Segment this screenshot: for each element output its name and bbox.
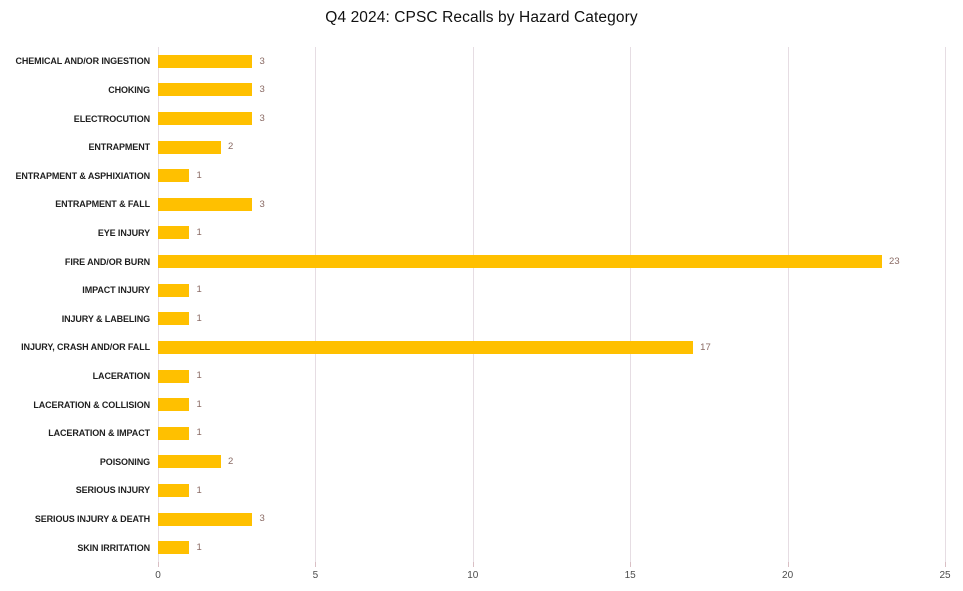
category-label: SKIN IRRITATION [77,542,150,553]
gridline [158,47,159,562]
tick-mark [787,562,789,567]
value-label: 3 [259,112,265,124]
value-label: 1 [196,484,202,496]
bar [158,426,190,440]
category-label: LACERATION & IMPACT [48,428,150,439]
bar [158,83,253,97]
category-label: CHEMICAL AND/OR INGESTION [15,56,150,67]
plot-area [158,47,946,562]
axis-tick-label: 5 [312,570,319,581]
value-label: 2 [227,141,234,153]
chart-row: 2 [158,133,945,162]
gridline [472,47,474,562]
bar [158,255,883,269]
chart-row: 3 [158,505,945,534]
bar [158,312,190,326]
value-label: 23 [889,255,900,267]
category-label: CHOKING [108,84,150,95]
bar [158,169,190,183]
chart-row: 3 [158,104,945,133]
chart-row: 17 [158,333,945,362]
bar [158,283,190,297]
axis-tick-label: 25 [939,570,951,581]
category-label: SERIOUS INJURY & DEATH [34,514,150,525]
bar-rows: 3 3 3 2 1 3 1 23 1 1 17 1 1 1 2 1 3 1 [158,47,945,562]
gridline [315,47,317,562]
value-label: 1 [196,227,202,239]
category-label: LACERATION & COLLISION [33,399,150,410]
value-label: 3 [259,84,265,96]
gridline [945,47,946,562]
chart-row: 3 [158,190,945,219]
tick-mark [945,562,946,567]
category-label: SERIOUS INJURY [75,485,150,496]
value-label: 3 [259,513,265,525]
bar [158,140,221,154]
bar [158,197,253,211]
category-label: ENTRAPMENT & ASPHIXIATION [15,170,150,181]
bar [158,112,253,126]
chart-row: 3 [158,76,945,105]
bar [158,226,190,240]
bar [158,483,190,497]
chart-row: 2 [158,448,945,477]
chart-row: 1 [158,419,945,448]
tick-mark [158,562,159,567]
category-axis-labels: CHEMICAL AND/OR INGESTION CHOKING ELECTROC… [0,47,150,562]
category-label: ELECTROCUTION [73,113,150,124]
category-label: ENTRAPMENT [88,142,151,153]
gridline [787,47,789,562]
value-label: 1 [196,370,202,382]
category-label: EYE INJURY [97,227,150,238]
chart-row: 1 [158,161,945,190]
value-label: 1 [196,313,202,325]
axis-tick-label: 0 [155,570,161,581]
category-label: INJURY, CRASH AND/OR FALL [21,342,150,353]
chart-title: Q4 2024: CPSC Recalls by Hazard Category [325,9,638,26]
chart-row: 1 [158,304,945,333]
bar [158,541,190,555]
bar [158,455,221,469]
bar [158,54,253,68]
value-axis: 0 5 10 15 20 25 [155,562,951,590]
value-label: 1 [196,284,202,296]
value-label: 3 [259,198,265,210]
chart-row: 3 [158,47,945,76]
chart-row: 1 [158,362,945,391]
bar [158,340,694,354]
value-label: 1 [196,398,202,410]
value-label: 3 [259,55,265,67]
category-label: FIRE AND/OR BURN [64,256,150,267]
tick-mark [315,562,317,567]
bar [158,398,190,412]
category-label: IMPACT INJURY [82,285,150,296]
chart-row: 1 [158,276,945,305]
value-label: 17 [700,341,711,353]
axis-tick-label: 10 [467,570,479,581]
category-label: INJURY & LABELING [61,313,150,324]
tick-mark [472,562,474,567]
tick-mark [630,562,632,567]
bar [158,512,253,526]
chart-row: 1 [158,533,945,562]
category-label: POISONING [99,456,150,467]
chart-row: 23 [158,247,945,276]
axis-tick-label: 20 [782,570,794,581]
axis-tick-label: 15 [624,570,636,581]
gridline [630,47,632,562]
category-label: LACERATION [92,371,150,381]
chart-row: 1 [158,476,945,505]
value-label: 1 [196,541,202,553]
value-label: 1 [196,169,202,181]
category-label: ENTRAPMENT & FALL [55,199,150,210]
value-label: 2 [227,456,234,468]
bar [158,369,190,383]
chart-row: 1 [158,219,945,248]
chart-row: 1 [158,390,945,419]
value-label: 1 [196,427,202,439]
